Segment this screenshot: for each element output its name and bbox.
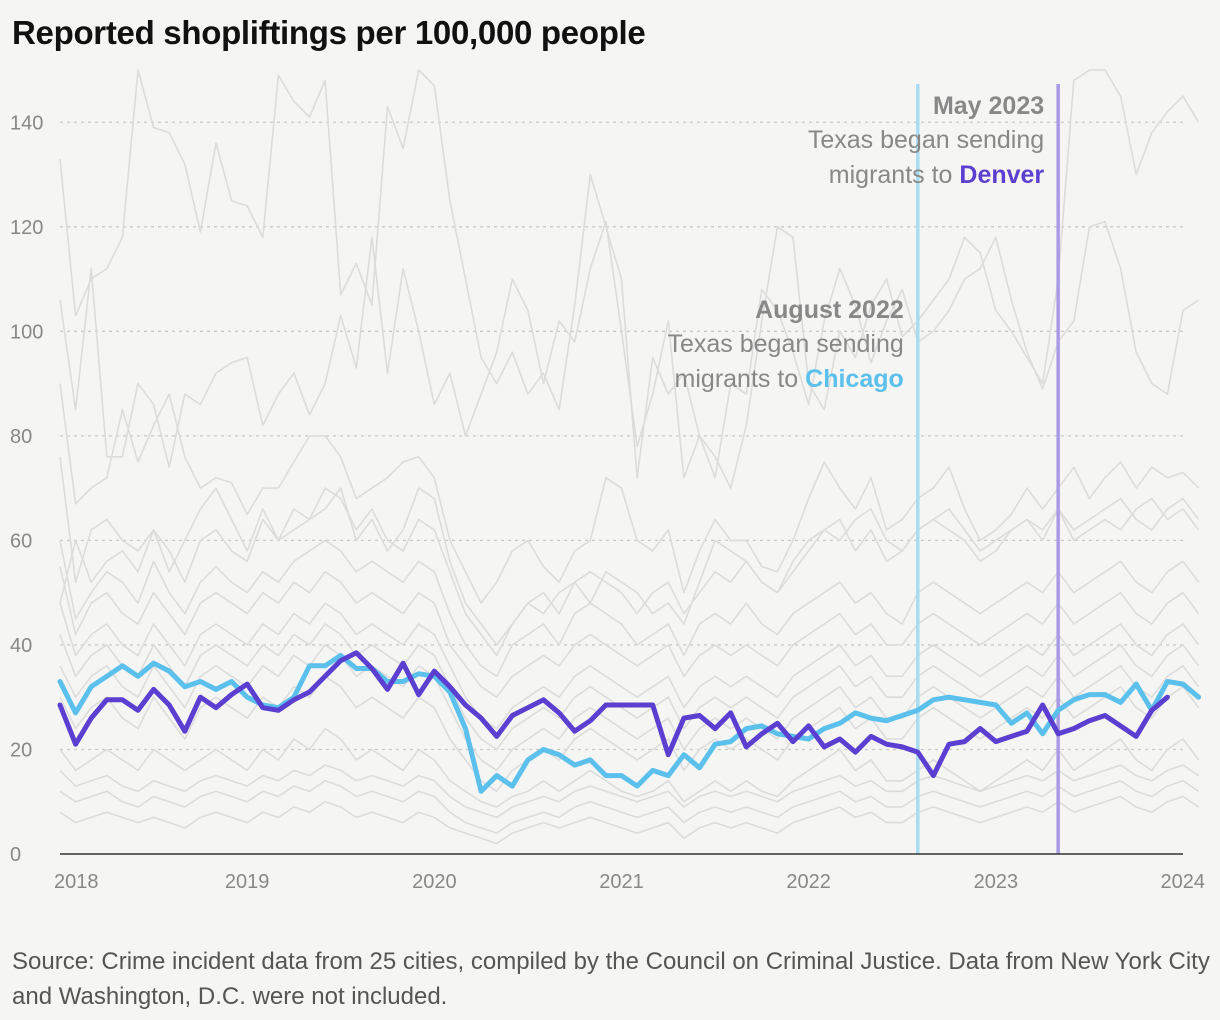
source-note: Source: Crime incident data from 25 citi…	[12, 948, 1210, 1010]
annotation-line2: migrants to Denver	[829, 161, 1045, 189]
series-line-denver	[57, 650, 1170, 779]
y-tick-label: 100	[10, 321, 43, 343]
background-series-line	[59, 727, 1200, 808]
x-tick-label: 2023	[974, 871, 1019, 893]
x-tick-label: 2019	[225, 871, 270, 893]
background-series-line	[59, 539, 1200, 678]
annotation-heading: August 2022	[755, 296, 904, 324]
background-series-line	[59, 764, 1200, 819]
series-line-chicago	[57, 652, 1202, 794]
y-tick-label: 60	[10, 530, 32, 552]
background-series-line	[59, 602, 1200, 730]
line-chart: 0 20 40 60 80 100 120 140 2018 2019 2020 2021 2022 20…	[10, 69, 1205, 893]
annotation-line1: Texas began sending	[808, 126, 1044, 154]
axes: 0 20 40 60 80 100 120 140 2018 2019 2020 2021 2022 20…	[10, 112, 1205, 893]
annotation-heading: May 2023	[933, 92, 1044, 120]
chart-title: Reported shopliftings per 100,000 people	[12, 14, 646, 51]
annotation-line2-prefix: migrants to	[675, 365, 806, 393]
background-series-line	[59, 644, 1200, 772]
annotation-city-chicago: Chicago	[805, 365, 904, 393]
annotations: August 2022 Texas began sending migrants t…	[667, 92, 1044, 393]
annotation-line2: migrants to Chicago	[675, 365, 904, 393]
background-series-line	[59, 383, 1200, 604]
background-series	[59, 69, 1200, 845]
x-tick-label: 2021	[599, 871, 644, 893]
y-tick-label: 40	[10, 635, 32, 657]
background-series-line	[59, 566, 1200, 698]
y-tick-label: 80	[10, 426, 32, 448]
annotation-line1: Texas began sending	[667, 330, 903, 358]
y-tick-label: 120	[10, 217, 43, 239]
highlight-series	[57, 650, 1202, 794]
y-tick-label: 140	[10, 112, 43, 134]
annotation-line2-prefix: migrants to	[829, 161, 960, 189]
y-tick-label: 0	[10, 844, 21, 866]
annotation-city-denver: Denver	[959, 161, 1044, 189]
background-series-line	[59, 795, 1200, 845]
background-series-line	[59, 69, 1200, 489]
x-tick-label: 2024	[1161, 871, 1206, 893]
x-tick-label: 2022	[786, 871, 831, 893]
background-series-line	[59, 780, 1200, 834]
background-series-line	[59, 623, 1200, 751]
background-series-line	[59, 487, 1200, 657]
x-tick-label: 2020	[412, 871, 457, 893]
annotation-lines	[916, 84, 1060, 854]
background-series-line	[59, 220, 1200, 479]
background-series-line	[59, 456, 1200, 646]
x-tick-label: 2018	[54, 871, 99, 893]
y-tick-label: 20	[10, 739, 32, 761]
